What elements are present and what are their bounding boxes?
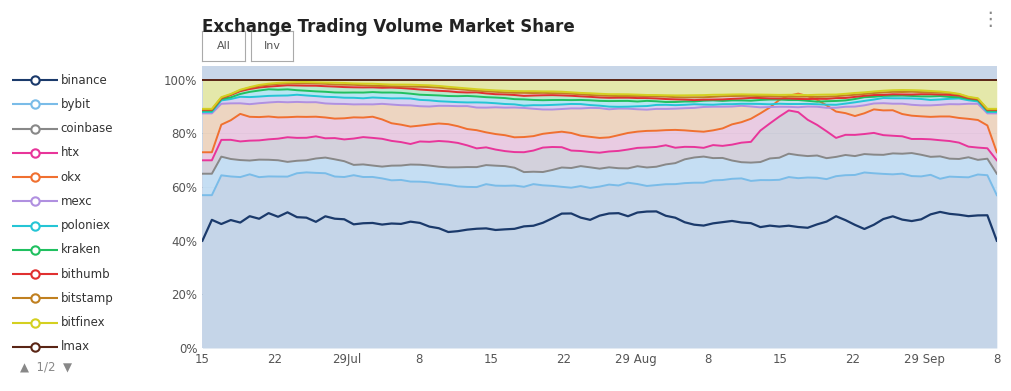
- Text: bithumb: bithumb: [61, 267, 110, 281]
- Text: All: All: [216, 41, 231, 51]
- Text: mexc: mexc: [61, 195, 92, 208]
- Text: htx: htx: [61, 146, 80, 160]
- Text: lmax: lmax: [61, 340, 90, 353]
- Text: binance: binance: [61, 74, 107, 87]
- Text: Inv: Inv: [264, 41, 280, 51]
- Text: bitstamp: bitstamp: [61, 292, 113, 305]
- Text: bitfinex: bitfinex: [61, 316, 105, 329]
- Text: ▲  1/2  ▼: ▲ 1/2 ▼: [20, 361, 72, 373]
- Text: okx: okx: [61, 170, 82, 184]
- Text: bybit: bybit: [61, 98, 91, 111]
- Text: kraken: kraken: [61, 243, 101, 256]
- Text: Exchange Trading Volume Market Share: Exchange Trading Volume Market Share: [202, 18, 574, 36]
- Text: ⋮: ⋮: [980, 10, 999, 29]
- Text: poloniex: poloniex: [61, 219, 110, 232]
- Text: coinbase: coinbase: [61, 122, 113, 135]
